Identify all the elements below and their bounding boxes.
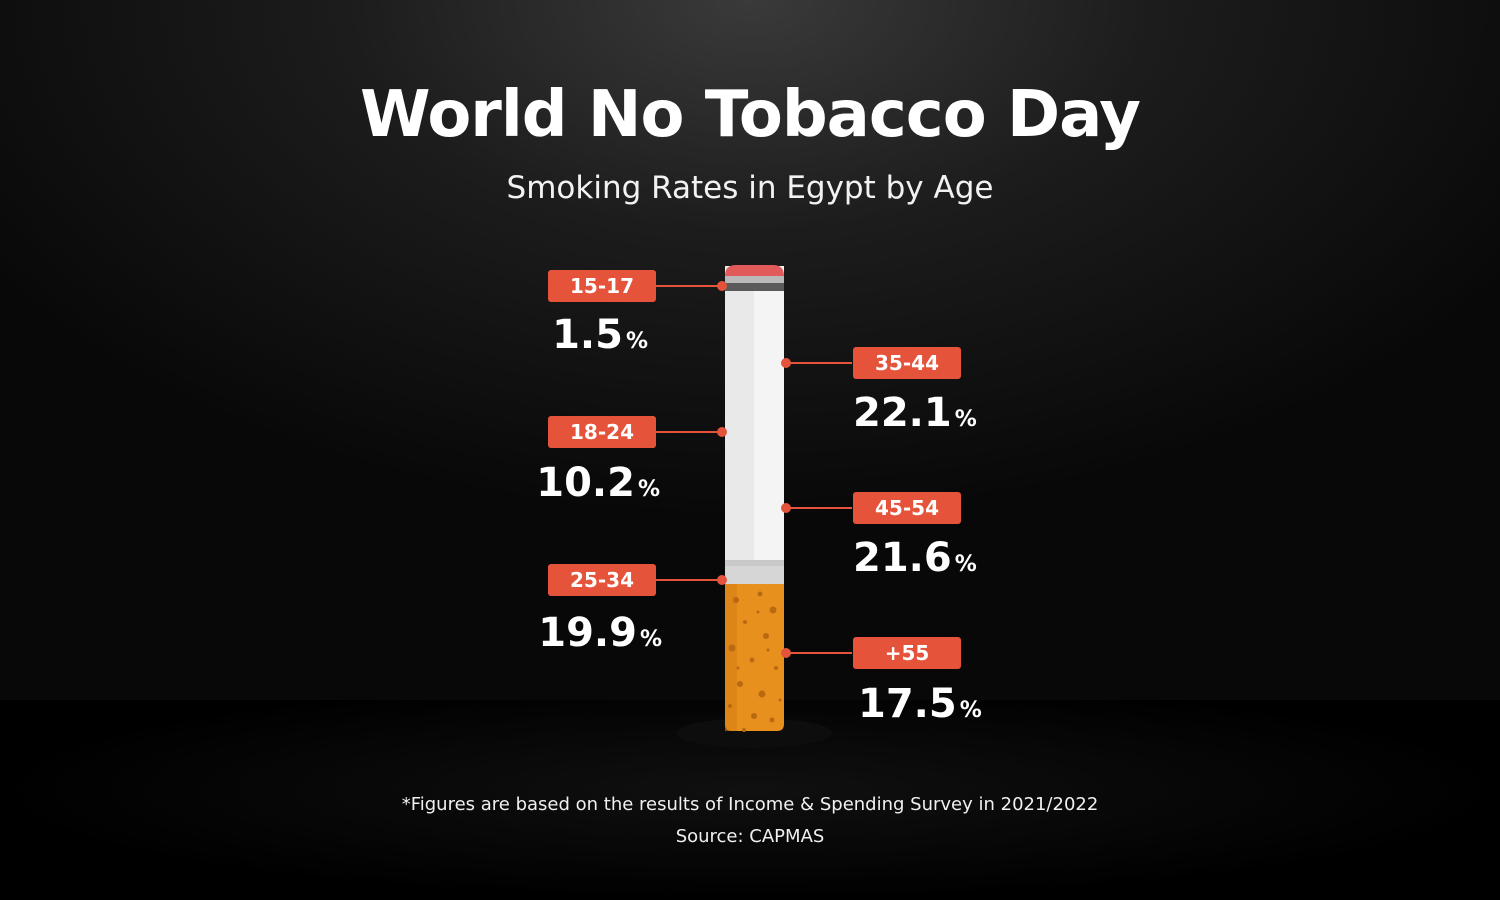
- percent-sign: %: [954, 407, 977, 432]
- value-number: 19.9: [538, 610, 637, 656]
- value-number: 17.5: [858, 681, 957, 727]
- value-25-34: 19.9%: [502, 610, 662, 656]
- filter-wrap: [725, 566, 784, 584]
- page-subtitle: Smoking Rates in Egypt by Age: [506, 170, 994, 206]
- value-45-54: 21.6%: [853, 535, 1013, 581]
- filter-speckles: [728, 591, 782, 732]
- connector-dot-25-34: [717, 575, 727, 585]
- connectors: [656, 281, 852, 658]
- value-15-17: 1.5%: [488, 312, 648, 358]
- ash-band: [725, 276, 784, 283]
- age-badge-35-44: 35-44: [853, 347, 961, 379]
- filter-joint: [725, 560, 784, 566]
- value-number: 22.1: [853, 390, 952, 436]
- ash-band-dark: [725, 283, 784, 291]
- connector-dot-15-17: [717, 281, 727, 291]
- connector-dot-55-plus: [781, 648, 791, 658]
- percent-sign: %: [959, 698, 982, 723]
- cigarette-paper-highlight: [754, 266, 784, 586]
- connector-dot-35-44: [781, 358, 791, 368]
- cigarette-shadow: [676, 718, 832, 748]
- age-badge-45-54: 45-54: [853, 492, 961, 524]
- page-title: World No Tobacco Day: [360, 78, 1141, 152]
- filter-shade: [725, 584, 737, 731]
- percent-sign: %: [625, 329, 648, 354]
- source-credit: Source: CAPMAS: [675, 826, 825, 847]
- cigarette-filter: [725, 584, 784, 731]
- value-55-plus: 17.5%: [858, 681, 1018, 727]
- value-number: 10.2: [536, 460, 635, 506]
- value-number: 21.6: [853, 535, 952, 581]
- value-number: 1.5: [552, 312, 623, 358]
- cigarette-ember: [725, 265, 784, 276]
- value-18-24: 10.2%: [500, 460, 660, 506]
- age-badge-18-24: 18-24: [548, 416, 656, 448]
- connector-dot-18-24: [717, 427, 727, 437]
- footnote: *Figures are based on the results of Inc…: [401, 794, 1099, 815]
- age-badge-25-34: 25-34: [548, 564, 656, 596]
- age-badge-15-17: 15-17: [548, 270, 656, 302]
- percent-sign: %: [954, 552, 977, 577]
- age-badge-55-plus: +55: [853, 637, 961, 669]
- connector-dot-45-54: [781, 503, 791, 513]
- value-35-44: 22.1%: [853, 390, 1013, 436]
- percent-sign: %: [637, 477, 660, 502]
- percent-sign: %: [639, 627, 662, 652]
